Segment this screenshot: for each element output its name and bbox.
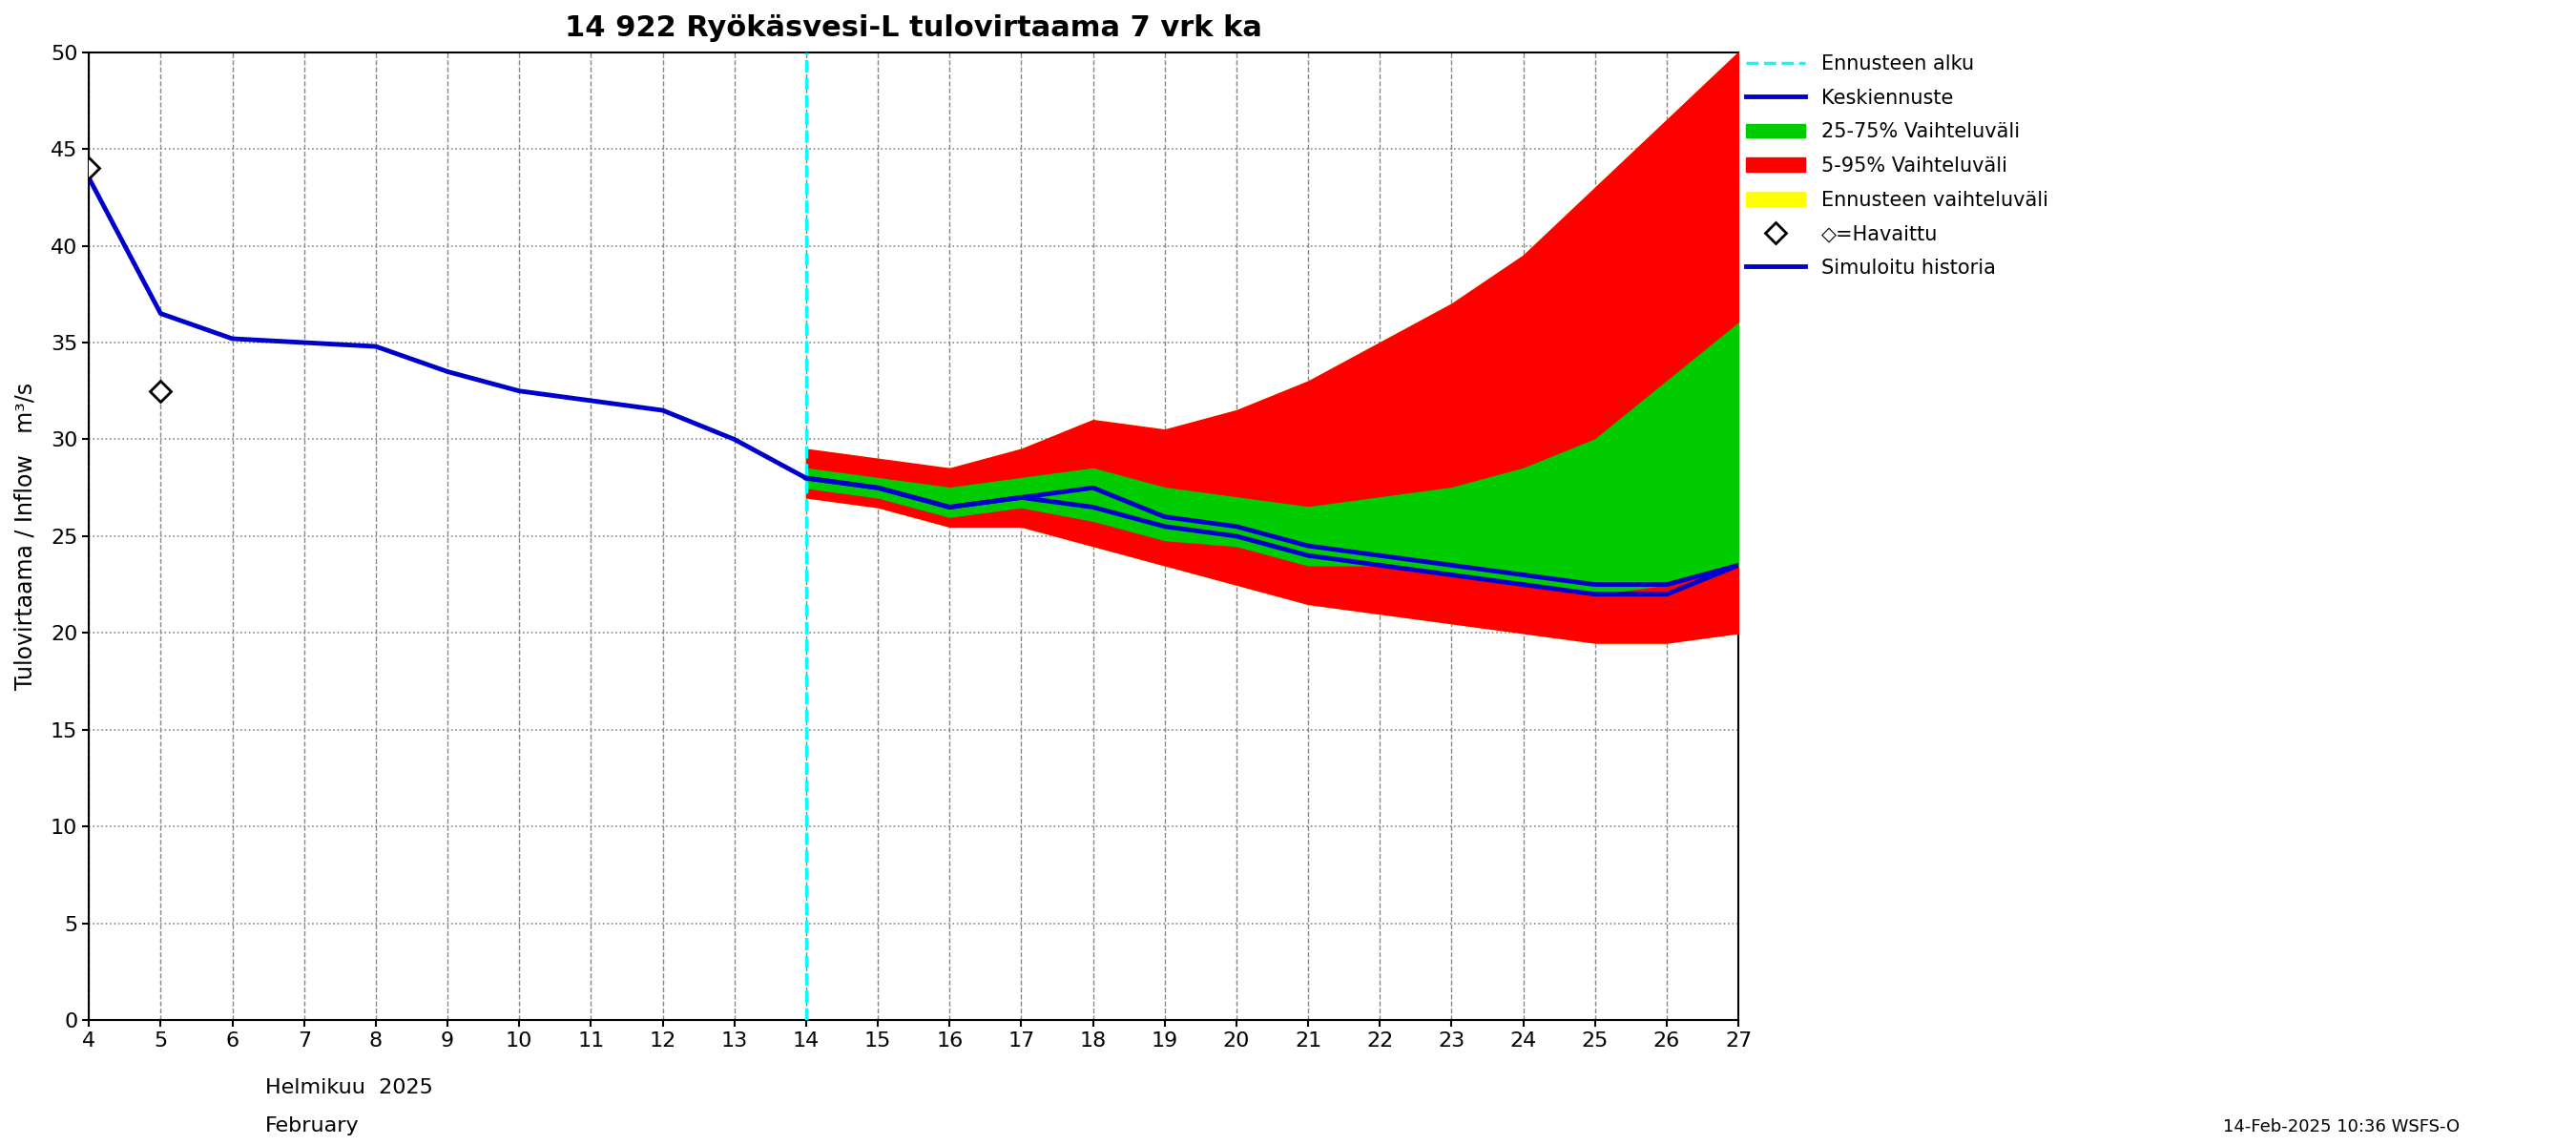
Text: February: February	[265, 1116, 361, 1135]
Y-axis label: Tulovirtaama / Inflow   m³/s: Tulovirtaama / Inflow m³/s	[15, 382, 36, 689]
Title: 14 922 Ryökäsvesi-L tulovirtaama 7 vrk ka: 14 922 Ryökäsvesi-L tulovirtaama 7 vrk k…	[564, 14, 1262, 42]
Text: Helmikuu  2025: Helmikuu 2025	[265, 1079, 433, 1097]
Text: 14-Feb-2025 10:36 WSFS-O: 14-Feb-2025 10:36 WSFS-O	[2223, 1118, 2460, 1135]
Legend: Ennusteen alku, Keskiennuste, 25-75% Vaihteluväli, 5-95% Vaihteluväli, Ennusteen: Ennusteen alku, Keskiennuste, 25-75% Vai…	[1739, 47, 2056, 285]
